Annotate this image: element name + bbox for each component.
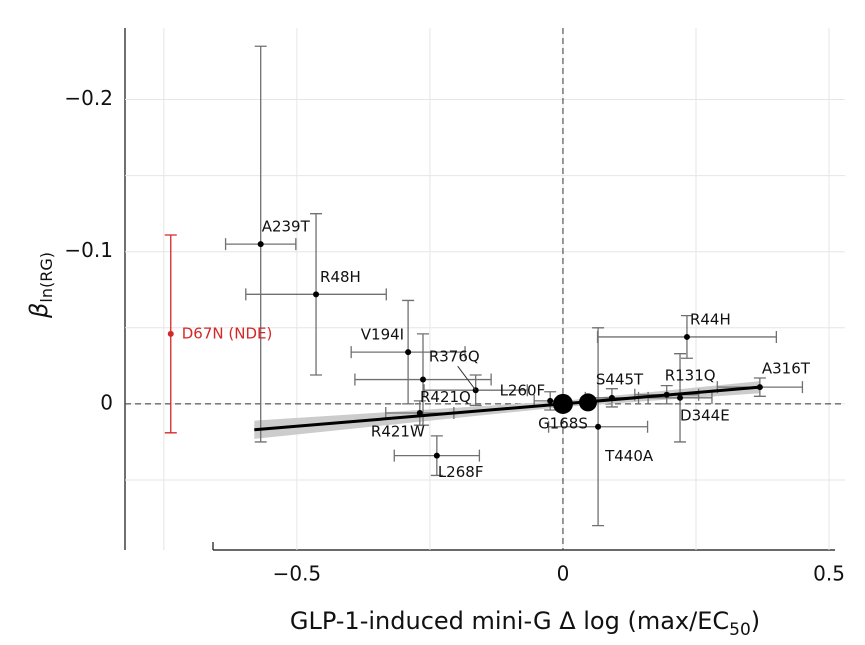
y-tick-label: 0 [100,390,113,414]
y-tick-label: −0.1 [64,238,113,262]
point [683,333,690,340]
point-label: D67N (NDE) [182,324,273,342]
point [416,410,423,417]
point [313,291,320,298]
x-tick-label: 0.5 [813,562,845,586]
point [405,349,412,356]
point [595,423,602,430]
point-label: A316T [762,360,811,378]
point [663,391,670,398]
x-label-end: ) [751,607,760,635]
point [578,393,597,412]
x-tick-label: 0 [557,562,570,586]
point-label: V194I [361,326,404,344]
point-label: R376Q [429,348,480,366]
point [420,376,427,383]
point-label: R48H [320,268,361,286]
point [433,452,440,459]
point-label: T440A [604,447,654,465]
point-label: R44H [690,310,731,328]
leader-line [457,365,477,391]
y-label-main: β [25,303,53,319]
x-label-sub: 50 [729,620,751,640]
point-label: S445T [596,370,644,388]
x-label-main: GLP-1-induced mini-G Δ log (max/EC [290,607,729,635]
point [552,393,573,414]
point-label: D344E [680,406,730,424]
y-tick-label: −0.2 [64,86,113,110]
point-label: R421W [371,423,425,441]
x-axis-label: GLP-1-induced mini-G Δ log (max/EC50) [290,607,760,640]
point [608,394,615,401]
point-label: L268F [438,463,484,481]
point-label: L260F [500,381,546,399]
point-label: R421Q [420,388,471,406]
point [756,384,763,391]
x-tick-label: −0.5 [273,562,322,586]
point [677,394,684,401]
point [167,330,174,337]
point [547,397,554,404]
point-label: G168S [538,414,588,432]
point-label: A239T [262,218,311,236]
y-axis-label: βln(RG) [25,252,56,319]
y-label-sub: ln(RG) [37,252,56,303]
point [257,241,264,248]
point-label: R131Q [665,366,716,384]
